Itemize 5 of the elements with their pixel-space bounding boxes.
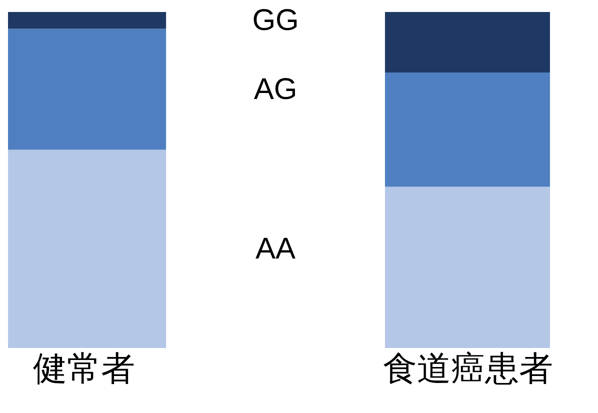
- text: GG: [252, 4, 299, 37]
- text: AA: [256, 232, 296, 266]
- text: AG: [254, 72, 298, 106]
- x-tick-label: 健常者: [33, 349, 136, 390]
- x-tick-label: 食道癌患者: [382, 349, 553, 390]
